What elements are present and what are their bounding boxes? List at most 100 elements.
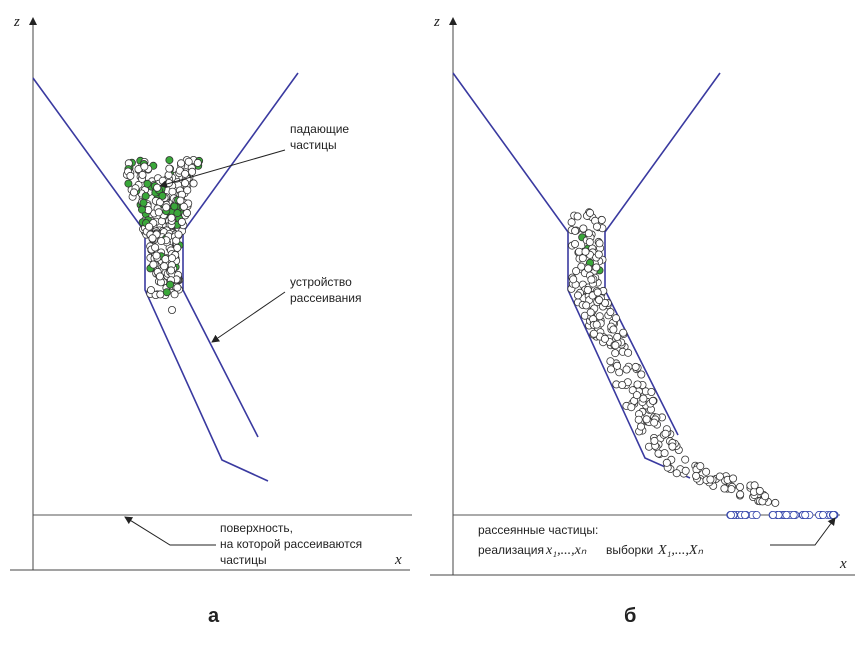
particle	[627, 403, 636, 412]
particle	[595, 312, 604, 321]
particle	[613, 332, 622, 341]
particle	[173, 283, 182, 292]
arrow	[211, 291, 286, 343]
particle	[771, 498, 780, 507]
particle	[789, 510, 798, 519]
particle	[637, 422, 646, 431]
annotation: рассеянные частицы:	[478, 523, 598, 537]
particle	[148, 234, 157, 243]
particle	[165, 156, 174, 165]
particles	[567, 208, 839, 519]
annotation: реализация	[478, 543, 544, 557]
z-label: z	[13, 14, 20, 30]
particle	[741, 510, 750, 519]
particle	[574, 291, 583, 300]
particle	[587, 275, 596, 284]
particle	[170, 290, 179, 299]
particle	[129, 188, 138, 197]
particle	[167, 305, 176, 314]
particle	[193, 158, 202, 167]
particle	[736, 490, 745, 499]
particle	[583, 285, 592, 294]
particle	[681, 455, 690, 464]
particle	[706, 475, 715, 484]
particle	[572, 267, 581, 276]
particle	[729, 474, 738, 483]
particle	[173, 209, 182, 218]
arrow	[124, 516, 216, 546]
annotation: выборки	[606, 543, 653, 557]
particle	[177, 159, 186, 168]
particle	[146, 286, 155, 295]
device-left	[32, 77, 269, 482]
particle	[592, 320, 601, 329]
annotation: частицы	[290, 138, 337, 152]
particle	[174, 230, 183, 239]
particle	[158, 191, 167, 200]
particle	[152, 251, 161, 260]
panel-a: z x падающие частицы устройство рассеива…	[10, 14, 412, 627]
panel-b: z x рассеянные частицы: реализация x₁,..…	[430, 14, 855, 627]
z-label: z	[433, 14, 440, 30]
particle	[611, 349, 620, 358]
particle	[584, 229, 593, 238]
particle	[183, 186, 192, 195]
particle	[584, 264, 593, 273]
particle	[597, 215, 606, 224]
particle	[593, 288, 602, 297]
particle	[727, 485, 736, 494]
particle	[166, 280, 175, 289]
particle	[162, 288, 171, 297]
particle	[829, 510, 838, 519]
particle	[615, 368, 624, 377]
particle	[600, 334, 609, 343]
particle	[632, 391, 641, 400]
particle	[668, 442, 677, 451]
particle	[662, 458, 671, 467]
annotation-math: X₁,...,Xₙ	[657, 543, 703, 558]
particle	[819, 510, 828, 519]
particle	[182, 208, 191, 217]
particle	[160, 262, 169, 271]
particle	[727, 510, 736, 519]
particle	[167, 213, 176, 222]
particle	[573, 212, 582, 221]
particle	[755, 486, 764, 495]
particle	[571, 239, 580, 248]
particle	[585, 238, 594, 247]
particle	[696, 462, 705, 471]
device-right	[604, 72, 721, 436]
particle	[586, 308, 595, 317]
particle	[181, 169, 190, 178]
particle	[140, 162, 149, 171]
particle	[611, 341, 620, 350]
particle	[168, 187, 177, 196]
particle	[595, 239, 604, 248]
particle	[189, 179, 198, 188]
x-label: x	[394, 552, 402, 568]
particle	[622, 365, 631, 374]
particle	[589, 329, 598, 338]
particle	[162, 203, 171, 212]
particle	[761, 492, 770, 501]
particle	[619, 328, 628, 337]
particle	[782, 510, 791, 519]
particle	[586, 208, 595, 217]
particle	[631, 362, 640, 371]
arrow	[770, 517, 836, 546]
particle	[606, 307, 615, 316]
particle	[143, 179, 152, 188]
particle	[571, 226, 580, 235]
particle	[181, 179, 190, 188]
particle	[618, 380, 627, 389]
particle	[581, 247, 590, 256]
particle	[170, 202, 179, 211]
particle	[801, 510, 810, 519]
annotation: падающие	[290, 122, 349, 136]
particle	[720, 484, 729, 493]
particle	[633, 380, 642, 389]
particle	[126, 171, 135, 180]
particles	[122, 155, 204, 314]
particle	[681, 466, 690, 475]
